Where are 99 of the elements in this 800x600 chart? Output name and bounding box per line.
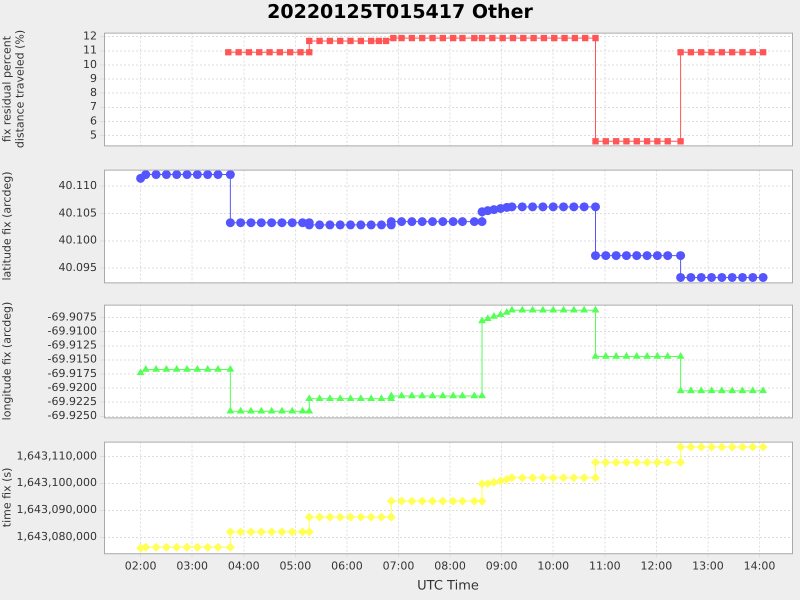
point: [718, 49, 726, 56]
x-tick-label: 12:00: [640, 560, 672, 573]
point: [708, 49, 715, 56]
point: [235, 49, 242, 56]
point: [256, 49, 262, 56]
y-tick-label: -69.9125: [48, 338, 97, 352]
point: [306, 38, 312, 44]
point: [440, 34, 446, 42]
point: [677, 138, 684, 144]
point: [592, 138, 599, 144]
y-tick-label: 1,643,090,000: [16, 503, 97, 516]
y-tick-label: 9: [90, 72, 97, 85]
point: [358, 38, 364, 44]
x-tick-label: 08:00: [434, 560, 466, 573]
point: [551, 34, 558, 42]
y-tick-label: -69.9225: [48, 395, 97, 408]
point: [612, 138, 620, 144]
y-tick-label: 6: [90, 114, 97, 128]
y-tick-label: 40.105: [58, 206, 97, 220]
x-tick-label: 14:00: [744, 560, 776, 573]
point: [459, 34, 466, 42]
point: [450, 34, 456, 42]
y-tick-label: 1,643,100,000: [16, 476, 97, 490]
point: [225, 49, 232, 56]
point: [408, 34, 416, 42]
y-tick-label: -69.9200: [48, 380, 97, 394]
y-tick-label: 1,643,080,000: [16, 530, 97, 544]
y-tick-label: -69.9150: [48, 352, 97, 366]
y-tick-label: 12: [83, 30, 97, 43]
y-tick-label: 40.095: [58, 261, 97, 274]
point: [592, 34, 599, 42]
point: [382, 38, 390, 44]
point: [561, 34, 568, 42]
y-tick-label: 8: [90, 86, 97, 100]
x-tick-label: 04:00: [228, 560, 260, 573]
y-tick-label: 40.110: [58, 178, 97, 192]
point: [368, 38, 374, 44]
x-tick-label: 13:00: [692, 560, 724, 573]
y-tick-label: 1,643,110,000: [16, 449, 97, 462]
x-tick-label: 10:00: [537, 560, 570, 573]
point: [297, 49, 304, 56]
x-tick-label: 11:00: [588, 560, 621, 573]
y-tick-label: 10: [83, 58, 97, 71]
point: [246, 49, 252, 56]
point: [739, 49, 746, 56]
point: [582, 34, 588, 42]
x-tick-label: 06:00: [331, 560, 363, 573]
x-tick-label: 02:00: [124, 560, 156, 573]
point: [276, 49, 284, 56]
x-tick-label: 07:00: [382, 560, 414, 573]
point: [688, 49, 694, 56]
y-axis-title: time fix (s): [0, 468, 14, 528]
point: [326, 38, 334, 44]
chart-title: 20220125T015417 Other: [266, 0, 534, 24]
point: [623, 138, 630, 144]
y-tick-label: -69.9075: [48, 310, 97, 324]
y-tick-label: -69.9250: [48, 409, 97, 422]
point: [478, 34, 486, 42]
point: [760, 49, 766, 56]
point: [419, 34, 426, 42]
point: [698, 49, 704, 56]
y-tick-label: 7: [90, 100, 97, 114]
point: [654, 138, 661, 144]
x-tick-label: 09:00: [486, 560, 518, 573]
point: [337, 38, 344, 44]
point: [664, 138, 671, 144]
y-tick-label: -69.9175: [48, 366, 97, 380]
y-tick-label: 40.100: [58, 234, 97, 247]
point: [540, 34, 548, 42]
x-tick-label: 05:00: [279, 560, 312, 573]
point: [520, 34, 526, 42]
point: [390, 34, 397, 42]
y-tick-label: 11: [83, 44, 97, 57]
point: [677, 49, 684, 56]
y-tick-label: 5: [90, 128, 97, 142]
point: [510, 34, 516, 42]
point: [287, 49, 294, 56]
y-axis-title: latitude fix (arcdeg): [0, 171, 14, 281]
y-axis-title: longitude fix (arcdeg): [0, 302, 14, 420]
point: [398, 34, 405, 42]
x-axis-title: UTC Time: [417, 578, 479, 594]
point: [530, 34, 537, 42]
x-tick-label: 03:00: [176, 560, 208, 573]
point: [728, 49, 736, 56]
point: [634, 138, 640, 144]
point: [306, 49, 312, 56]
point: [750, 49, 756, 56]
point: [489, 34, 496, 42]
point: [266, 49, 273, 56]
point: [499, 34, 506, 42]
point: [316, 38, 323, 44]
point: [602, 138, 609, 144]
point: [572, 34, 578, 42]
point: [471, 34, 478, 42]
y-tick-label: -69.9100: [48, 324, 97, 338]
y-axis-title: fix residual percent distance traveled (%): [0, 30, 27, 148]
point: [644, 138, 650, 144]
point: [376, 38, 382, 44]
point: [429, 34, 436, 42]
